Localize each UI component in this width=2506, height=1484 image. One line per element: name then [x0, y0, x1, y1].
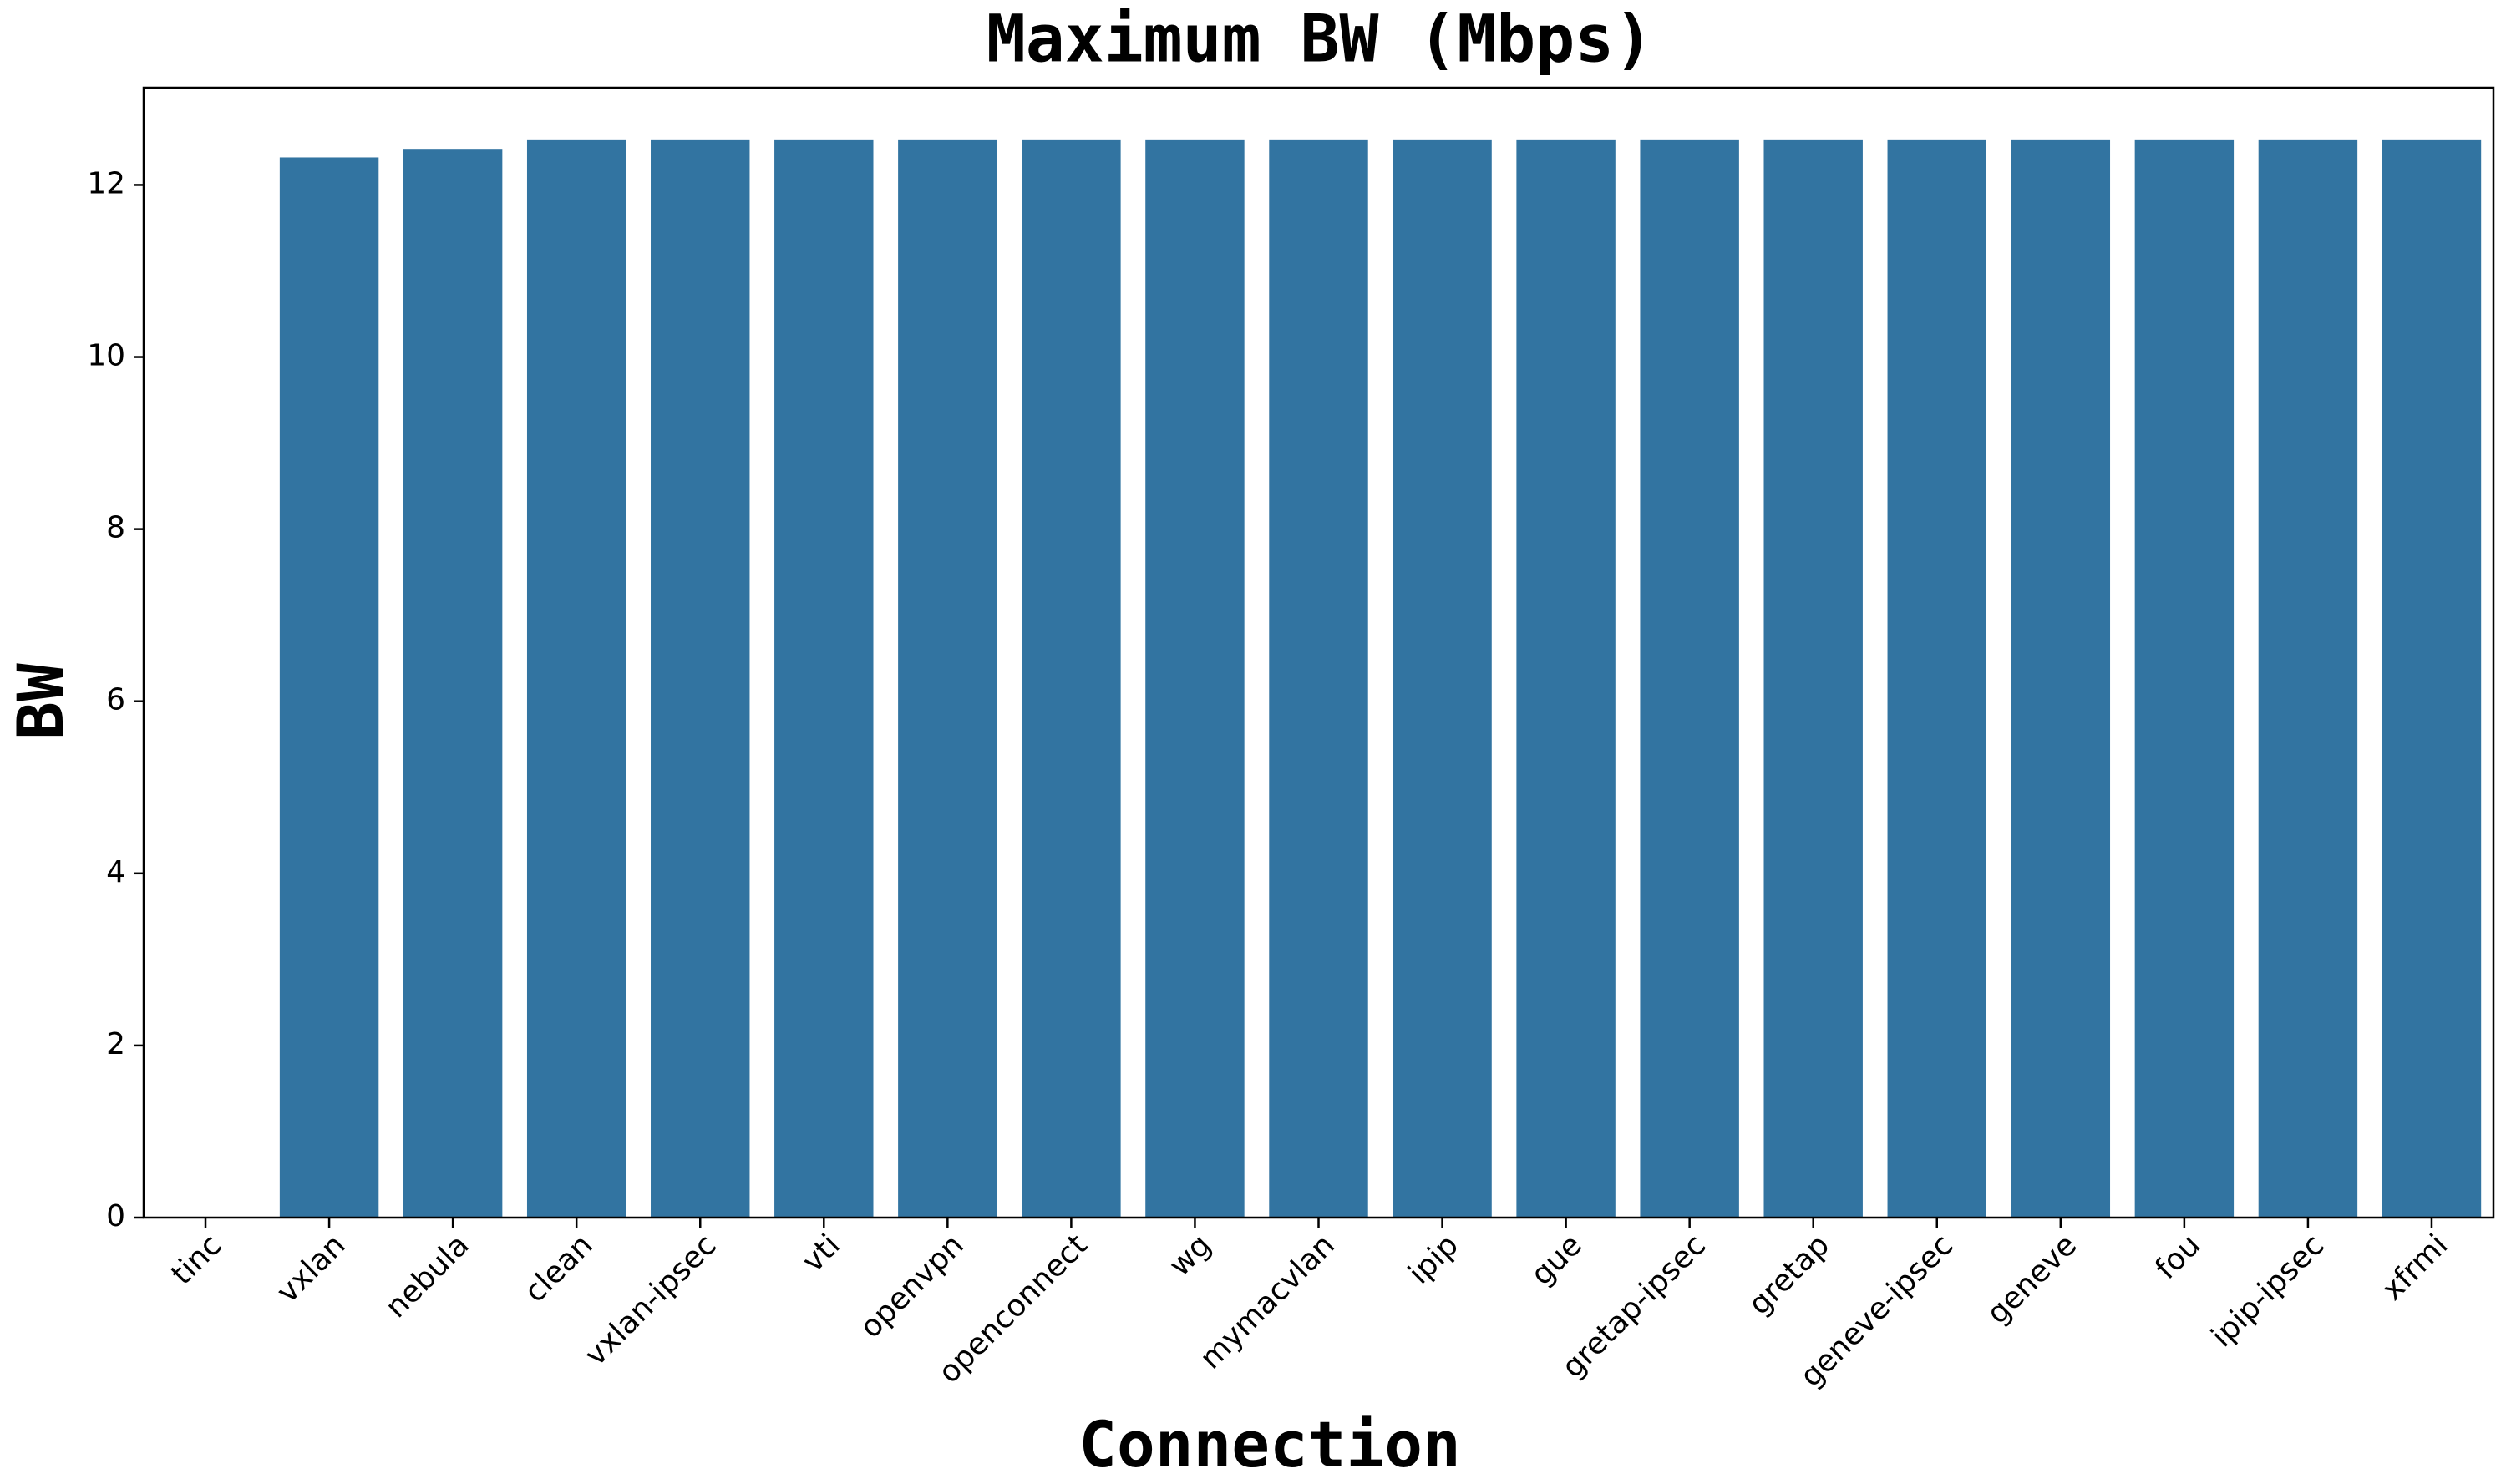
bar: [1516, 139, 1616, 1218]
x-tick-label: xfrmi: [2376, 1228, 2455, 1307]
bar: [1022, 139, 1121, 1218]
y-tick-label: 0: [106, 1199, 125, 1233]
x-tick-label: ipip: [1403, 1228, 1465, 1290]
bar: [2011, 139, 2111, 1218]
x-tick-label: vxlan-ipsec: [578, 1228, 723, 1372]
bar: [2134, 139, 2235, 1218]
x-tick-label: wg: [1163, 1228, 1218, 1283]
bar: [1887, 139, 1986, 1218]
chart-title: Maximum BW (Mbps): [987, 2, 1653, 77]
y-tick-label: 10: [87, 339, 125, 373]
y-axis-label: BW: [3, 663, 78, 740]
bar: [1640, 139, 1739, 1218]
bar: [898, 139, 997, 1218]
bar: [2382, 139, 2482, 1218]
y-tick-label: 12: [87, 166, 125, 200]
y-tick-label: 8: [106, 511, 125, 545]
bar: [1393, 139, 1492, 1218]
bar: [526, 139, 626, 1218]
x-tick-label: vti: [796, 1228, 847, 1279]
bar: [774, 139, 874, 1218]
x-axis-label: Connection: [1078, 1407, 1461, 1481]
x-tick-label: ipip-ipsec: [2205, 1228, 2331, 1354]
bar: [2258, 139, 2358, 1218]
y-tick-label: 2: [106, 1027, 125, 1061]
x-tick-label: openvpn: [854, 1228, 971, 1345]
bar: [1269, 139, 1368, 1218]
bar: [403, 149, 503, 1218]
bar: [279, 157, 379, 1218]
y-tick-label: 4: [106, 855, 125, 889]
x-tick-label: vxlan: [271, 1228, 353, 1309]
x-tick-label: nebula: [379, 1228, 476, 1324]
plot-area: 0 2 4 6 8 10 12 tinc vxlan nebula cleanvxlan-ipsec…: [87, 139, 2482, 1394]
y-tick-label: 6: [106, 683, 125, 717]
x-tick-label: fou: [2149, 1228, 2208, 1286]
x-tick-label: tinc: [165, 1228, 228, 1291]
x-tick-label: clean: [518, 1228, 599, 1309]
axes-frame: [142, 86, 2495, 1219]
bar: [1145, 139, 1245, 1218]
bar: [1763, 139, 1863, 1218]
bar: [651, 139, 750, 1218]
x-tick-label: geneve: [1981, 1228, 2083, 1330]
x-tick-label: gretap: [1743, 1228, 1836, 1321]
x-tick-label: gue: [1524, 1228, 1589, 1292]
